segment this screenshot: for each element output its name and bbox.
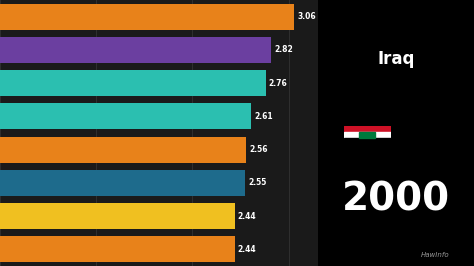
Bar — [0, 37, 272, 63]
Bar — [0, 236, 235, 262]
Bar — [0, 137, 246, 163]
Bar — [0, 103, 251, 129]
Text: Iraq: Iraq — [377, 49, 414, 68]
Bar — [344, 138, 391, 144]
Bar — [0, 4, 294, 30]
Text: 2.55: 2.55 — [248, 178, 267, 187]
Text: HawInfo: HawInfo — [420, 252, 449, 258]
Bar — [344, 132, 391, 138]
Text: 2.76: 2.76 — [268, 79, 287, 88]
Text: 2.56: 2.56 — [249, 145, 268, 154]
Text: 2.44: 2.44 — [237, 212, 256, 221]
Bar — [0, 170, 246, 196]
Bar — [344, 126, 391, 132]
Bar — [359, 132, 375, 138]
Bar — [0, 203, 235, 229]
Text: 2.61: 2.61 — [254, 112, 273, 121]
Text: 3.06: 3.06 — [297, 12, 316, 21]
Bar — [0, 70, 265, 96]
Text: 2.82: 2.82 — [274, 45, 293, 54]
Text: 2000: 2000 — [342, 181, 450, 218]
Text: 2.44: 2.44 — [237, 245, 256, 254]
